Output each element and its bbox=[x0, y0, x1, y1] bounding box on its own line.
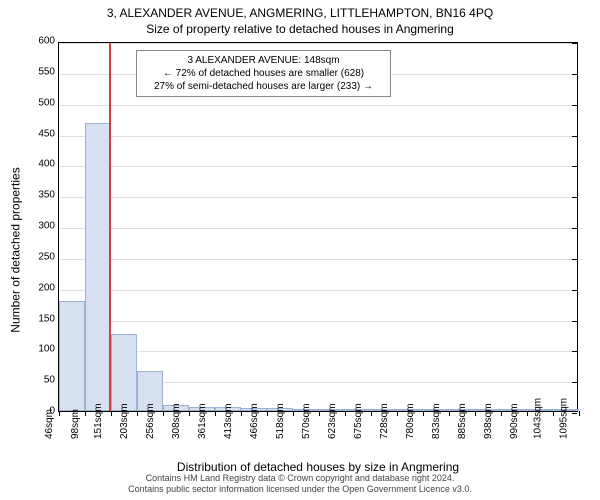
x-tick-mark bbox=[423, 411, 424, 416]
y-tick-mark bbox=[572, 136, 577, 137]
footer-line2: Contains public sector information licen… bbox=[0, 484, 600, 496]
histogram-bar bbox=[59, 301, 85, 411]
y-tick-mark bbox=[572, 290, 577, 291]
x-tick-label: 308sqm bbox=[171, 403, 182, 439]
x-tick-mark bbox=[85, 411, 86, 416]
annotation-line3: 27% of semi-detached houses are larger (… bbox=[143, 80, 384, 93]
x-tick-mark bbox=[59, 411, 60, 416]
y-tick-label: 550 bbox=[38, 66, 59, 77]
y-tick-label: 50 bbox=[44, 375, 59, 386]
footer-line1: Contains HM Land Registry data © Crown c… bbox=[0, 473, 600, 485]
x-tick-mark bbox=[319, 411, 320, 416]
annotation-line2: ← 72% of detached houses are smaller (62… bbox=[143, 67, 384, 80]
histogram-bar bbox=[111, 334, 137, 411]
y-tick-label: 400 bbox=[38, 159, 59, 170]
plot-wrap: 3 ALEXANDER AVENUE: 148sqm ← 72% of deta… bbox=[58, 42, 578, 412]
y-tick-label: 450 bbox=[38, 128, 59, 139]
x-tick-mark bbox=[553, 411, 554, 416]
x-tick-label: 728sqm bbox=[379, 403, 390, 439]
x-tick-label: 1043sqm bbox=[533, 398, 544, 439]
x-tick-mark bbox=[397, 411, 398, 416]
y-tick-mark bbox=[572, 413, 577, 414]
x-tick-mark bbox=[267, 411, 268, 416]
x-tick-mark bbox=[579, 411, 580, 416]
gridline-h bbox=[59, 166, 577, 167]
gridline-h bbox=[59, 259, 577, 260]
plot-area: 3 ALEXANDER AVENUE: 148sqm ← 72% of deta… bbox=[58, 42, 578, 412]
x-tick-mark bbox=[449, 411, 450, 416]
y-tick-mark bbox=[572, 351, 577, 352]
x-tick-mark bbox=[371, 411, 372, 416]
x-tick-label: 203sqm bbox=[119, 403, 130, 439]
x-tick-label: 833sqm bbox=[431, 403, 442, 439]
x-tick-label: 151sqm bbox=[93, 403, 104, 439]
x-tick-label: 361sqm bbox=[197, 403, 208, 439]
y-tick-mark bbox=[572, 321, 577, 322]
x-tick-label: 466sqm bbox=[249, 403, 260, 439]
chart-footer: Contains HM Land Registry data © Crown c… bbox=[0, 473, 600, 496]
x-tick-mark bbox=[189, 411, 190, 416]
x-tick-mark bbox=[345, 411, 346, 416]
annotation-line1: 3 ALEXANDER AVENUE: 148sqm bbox=[143, 54, 384, 67]
chart-address-title: 3, ALEXANDER AVENUE, ANGMERING, LITTLEHA… bbox=[0, 0, 600, 20]
y-tick-label: 100 bbox=[38, 344, 59, 355]
x-tick-label: 780sqm bbox=[405, 403, 416, 439]
y-tick-mark bbox=[572, 74, 577, 75]
y-tick-mark bbox=[572, 43, 577, 44]
y-tick-mark bbox=[572, 382, 577, 383]
x-tick-mark bbox=[215, 411, 216, 416]
y-tick-label: 350 bbox=[38, 190, 59, 201]
x-tick-label: 675sqm bbox=[353, 403, 364, 439]
chart-subtitle: Size of property relative to detached ho… bbox=[0, 20, 600, 38]
y-tick-label: 250 bbox=[38, 251, 59, 262]
x-tick-mark bbox=[475, 411, 476, 416]
x-tick-label: 98sqm bbox=[70, 409, 81, 439]
x-tick-label: 570sqm bbox=[301, 403, 312, 439]
y-tick-label: 600 bbox=[38, 36, 59, 47]
histogram-bar bbox=[85, 123, 111, 411]
x-tick-label: 938sqm bbox=[483, 403, 494, 439]
x-tick-mark bbox=[111, 411, 112, 416]
x-tick-label: 990sqm bbox=[509, 403, 520, 439]
y-tick-mark bbox=[572, 197, 577, 198]
y-axis-label: Number of detached properties bbox=[6, 0, 26, 500]
x-tick-mark bbox=[501, 411, 502, 416]
gridline-h bbox=[59, 197, 577, 198]
y-tick-mark bbox=[572, 259, 577, 260]
y-tick-label: 200 bbox=[38, 282, 59, 293]
x-tick-label: 256sqm bbox=[145, 403, 156, 439]
x-tick-label: 413sqm bbox=[223, 403, 234, 439]
gridline-h bbox=[59, 105, 577, 106]
x-tick-mark bbox=[163, 411, 164, 416]
gridline-h bbox=[59, 43, 577, 44]
y-tick-label: 150 bbox=[38, 313, 59, 324]
x-tick-label: 885sqm bbox=[457, 403, 468, 439]
y-tick-mark bbox=[572, 228, 577, 229]
x-tick-mark bbox=[527, 411, 528, 416]
gridline-h bbox=[59, 290, 577, 291]
x-tick-label: 46sqm bbox=[44, 409, 55, 439]
property-marker-line bbox=[109, 43, 111, 411]
gridline-h bbox=[59, 228, 577, 229]
x-tick-label: 1095sqm bbox=[558, 398, 569, 439]
y-tick-label: 500 bbox=[38, 97, 59, 108]
gridline-h bbox=[59, 136, 577, 137]
x-tick-mark bbox=[293, 411, 294, 416]
y-tick-label: 300 bbox=[38, 221, 59, 232]
annotation-box: 3 ALEXANDER AVENUE: 148sqm ← 72% of deta… bbox=[136, 50, 391, 97]
y-tick-mark bbox=[572, 105, 577, 106]
x-tick-mark bbox=[137, 411, 138, 416]
x-tick-label: 518sqm bbox=[275, 403, 286, 439]
x-tick-mark bbox=[241, 411, 242, 416]
y-tick-mark bbox=[572, 166, 577, 167]
x-tick-label: 623sqm bbox=[327, 403, 338, 439]
gridline-h bbox=[59, 321, 577, 322]
